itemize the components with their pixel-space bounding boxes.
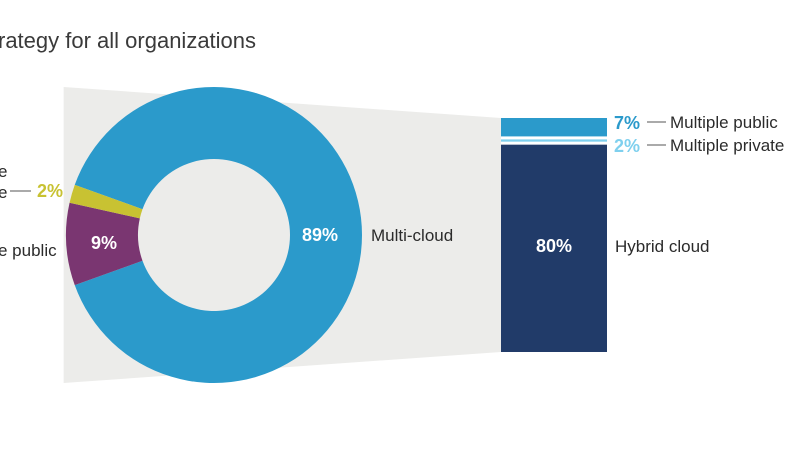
data-label-hybrid-cloud: 80% [536, 236, 572, 256]
data-label-multiple-private: 2% [614, 136, 640, 156]
label-multiple-public: Multiple public [670, 113, 778, 132]
bar-segment-hybrid-cloud [501, 144, 607, 352]
label-multiple-private-left-top: e [0, 162, 7, 181]
label-multi-cloud: Multi-cloud [371, 226, 453, 245]
label-multiple-private-left: e [0, 183, 7, 202]
bar-segment-multiple-public [501, 118, 607, 137]
slice-multiple-public-left [66, 202, 143, 286]
data-label-multiple-public-left: 9% [91, 233, 117, 253]
data-label-multi-cloud: 89% [302, 225, 338, 245]
label-hybrid-cloud: Hybrid cloud [615, 237, 710, 256]
label-multiple-private: Multiple private [670, 136, 784, 155]
chart-title: rategy for all organizations [0, 28, 256, 53]
bar-segment-multiple-private [501, 139, 607, 142]
data-label-multiple-private-left: 2% [37, 181, 63, 201]
label-multiple-public-left: e public [0, 241, 57, 260]
slice-multiple-private-left [69, 184, 143, 219]
data-label-multiple-public: 7% [614, 113, 640, 133]
slice-multi-cloud [74, 87, 363, 384]
